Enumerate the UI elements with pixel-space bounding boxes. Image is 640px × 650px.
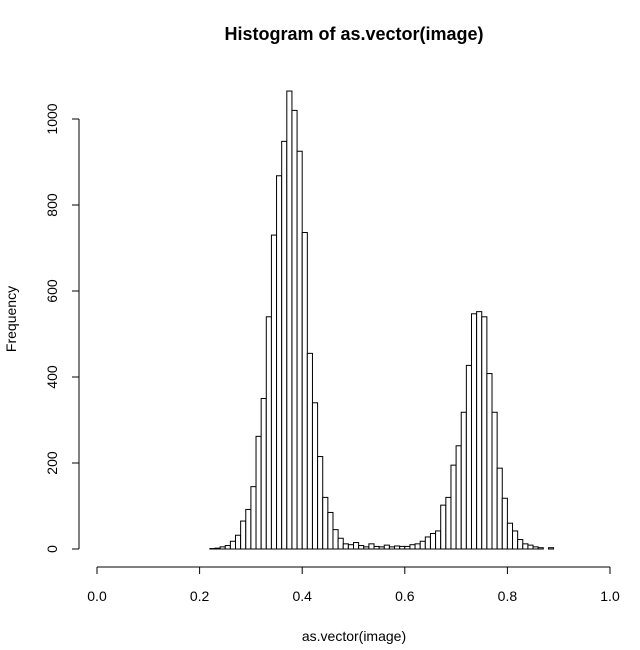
histogram-bar bbox=[537, 547, 544, 550]
histogram-bar bbox=[388, 546, 396, 550]
histogram-bar bbox=[460, 411, 467, 550]
histogram-bar bbox=[522, 543, 529, 550]
y-axis-label: Frequency bbox=[3, 286, 19, 352]
histogram-bar bbox=[465, 364, 472, 550]
histogram-bar bbox=[470, 313, 478, 550]
histogram-bar bbox=[281, 140, 288, 550]
histogram-bar bbox=[276, 175, 283, 550]
histogram-bar bbox=[224, 545, 231, 550]
histogram-bar bbox=[424, 536, 431, 550]
histogram-bar bbox=[250, 486, 257, 550]
histogram-bar bbox=[440, 504, 447, 550]
x-tick-label: 0.0 bbox=[87, 588, 107, 604]
histogram-bar bbox=[527, 544, 534, 550]
y-tick-label: 200 bbox=[44, 451, 60, 475]
histogram-bar bbox=[317, 456, 324, 550]
y-axis: 0 200 400 600 800 1000 bbox=[44, 103, 80, 553]
histogram-bar bbox=[445, 496, 452, 550]
y-tick-label: 600 bbox=[44, 279, 60, 303]
histogram-bar bbox=[332, 529, 339, 550]
histogram-bar bbox=[240, 520, 247, 550]
y-tick-label: 800 bbox=[44, 193, 60, 217]
x-tick-label: 0.2 bbox=[190, 588, 210, 604]
histogram-bar bbox=[486, 373, 493, 550]
histogram-bar bbox=[245, 508, 252, 550]
histogram-bar bbox=[368, 543, 375, 550]
x-tick-label: 0.8 bbox=[498, 588, 518, 604]
histogram-bar bbox=[286, 90, 293, 550]
histogram-bar bbox=[532, 546, 539, 550]
histogram-bar bbox=[506, 522, 514, 550]
histogram-bars bbox=[209, 90, 555, 550]
y-tick-label: 0 bbox=[44, 545, 60, 553]
histogram-bar bbox=[363, 546, 370, 550]
histogram-bar bbox=[214, 547, 221, 550]
histogram-bar bbox=[378, 546, 385, 550]
y-tick-label: 1000 bbox=[44, 103, 60, 134]
histogram-bar bbox=[306, 352, 313, 550]
histogram-bar bbox=[301, 232, 308, 550]
histogram-bar bbox=[353, 542, 360, 550]
histogram-bar bbox=[501, 497, 508, 550]
histogram-bar bbox=[342, 543, 349, 550]
histogram-bar bbox=[260, 398, 267, 550]
histogram-bar bbox=[476, 311, 483, 550]
histogram-bar bbox=[491, 411, 498, 550]
histogram-bar bbox=[291, 109, 298, 550]
histogram-bar bbox=[404, 545, 411, 550]
x-tick-label: 1.0 bbox=[600, 588, 620, 604]
histogram-bar bbox=[322, 496, 329, 550]
histogram-bar bbox=[347, 544, 354, 550]
histogram-bar bbox=[327, 511, 334, 550]
histogram-bar bbox=[358, 545, 365, 550]
histogram-bar bbox=[235, 534, 242, 550]
histogram-bar bbox=[219, 546, 226, 550]
x-axis-label: as.vector(image) bbox=[302, 628, 406, 644]
histogram-bar bbox=[296, 150, 303, 550]
x-tick-label: 0.4 bbox=[292, 588, 312, 604]
histogram-bar bbox=[270, 234, 278, 550]
y-tick-label: 400 bbox=[44, 365, 60, 389]
histogram-bar bbox=[229, 540, 237, 550]
histogram-bar bbox=[265, 316, 272, 550]
histogram-bar bbox=[435, 530, 442, 550]
histogram-bar bbox=[419, 540, 426, 550]
histogram-bar bbox=[481, 316, 488, 550]
histogram-bar bbox=[383, 544, 390, 550]
histogram-bar bbox=[455, 445, 462, 550]
histogram-bar bbox=[414, 543, 421, 550]
histogram-bar bbox=[373, 545, 380, 550]
histogram-bar bbox=[311, 402, 319, 550]
histogram-bar bbox=[450, 464, 457, 550]
histogram-bar bbox=[496, 467, 503, 550]
x-axis: 0.0 0.2 0.4 0.6 0.8 1.0 bbox=[87, 566, 620, 604]
histogram-bar bbox=[547, 547, 555, 550]
histogram-bar bbox=[512, 530, 519, 550]
histogram-bar bbox=[394, 545, 401, 550]
histogram-bar bbox=[255, 435, 262, 550]
x-tick-label: 0.6 bbox=[395, 588, 415, 604]
histogram-bar bbox=[337, 537, 344, 550]
histogram-bar bbox=[399, 545, 406, 550]
histogram-bar bbox=[409, 544, 416, 550]
histogram-bar bbox=[429, 533, 437, 550]
chart-title: Histogram of as.vector(image) bbox=[224, 24, 483, 44]
histogram-bar bbox=[517, 539, 524, 550]
